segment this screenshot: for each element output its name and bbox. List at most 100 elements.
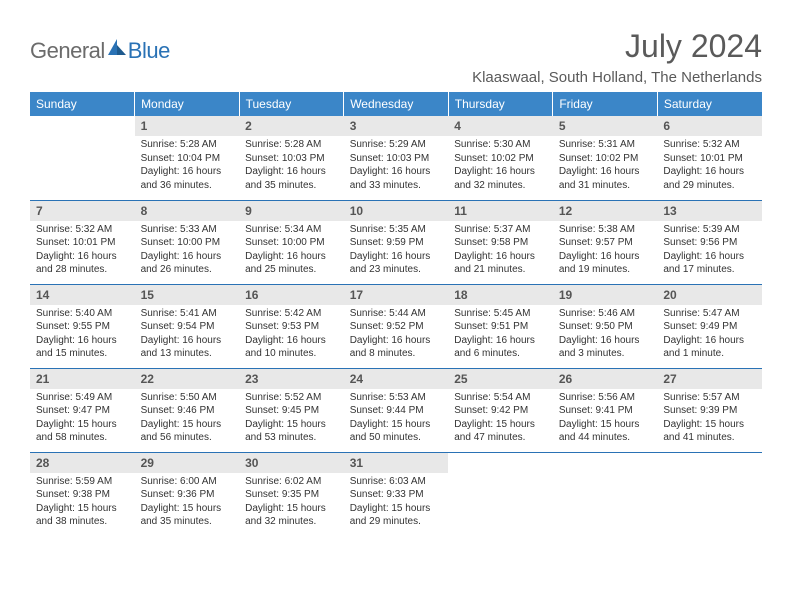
calendar-day-cell: 22Sunrise: 5:50 AMSunset: 9:46 PMDayligh… bbox=[135, 368, 240, 452]
day-details: Sunrise: 5:50 AMSunset: 9:46 PMDaylight:… bbox=[135, 389, 240, 449]
day-details: Sunrise: 5:33 AMSunset: 10:00 PMDaylight… bbox=[135, 221, 240, 281]
day-details: Sunrise: 5:37 AMSunset: 9:58 PMDaylight:… bbox=[448, 221, 553, 281]
day-header: Thursday bbox=[448, 92, 553, 116]
day-header: Tuesday bbox=[239, 92, 344, 116]
calendar-day-cell: 16Sunrise: 5:42 AMSunset: 9:53 PMDayligh… bbox=[239, 284, 344, 368]
day-number: 31 bbox=[344, 453, 449, 473]
day-details: Sunrise: 5:47 AMSunset: 9:49 PMDaylight:… bbox=[657, 305, 762, 365]
day-details: Sunrise: 5:34 AMSunset: 10:00 PMDaylight… bbox=[239, 221, 344, 281]
calendar-day-cell: 18Sunrise: 5:45 AMSunset: 9:51 PMDayligh… bbox=[448, 284, 553, 368]
day-number: 7 bbox=[30, 201, 135, 221]
calendar-day-cell: 10Sunrise: 5:35 AMSunset: 9:59 PMDayligh… bbox=[344, 200, 449, 284]
calendar-day-cell: 27Sunrise: 5:57 AMSunset: 9:39 PMDayligh… bbox=[657, 368, 762, 452]
calendar-week-row: 1Sunrise: 5:28 AMSunset: 10:04 PMDayligh… bbox=[30, 116, 762, 200]
day-details: Sunrise: 5:40 AMSunset: 9:55 PMDaylight:… bbox=[30, 305, 135, 365]
day-header-row: SundayMondayTuesdayWednesdayThursdayFrid… bbox=[30, 92, 762, 116]
day-number: 23 bbox=[239, 369, 344, 389]
day-details: Sunrise: 5:35 AMSunset: 9:59 PMDaylight:… bbox=[344, 221, 449, 281]
calendar-day-cell: 28Sunrise: 5:59 AMSunset: 9:38 PMDayligh… bbox=[30, 452, 135, 536]
logo: General Blue bbox=[30, 38, 170, 64]
day-number: 6 bbox=[657, 116, 762, 136]
day-number: 15 bbox=[135, 285, 240, 305]
day-number: 28 bbox=[30, 453, 135, 473]
day-details: Sunrise: 6:03 AMSunset: 9:33 PMDaylight:… bbox=[344, 473, 449, 533]
day-details: Sunrise: 5:49 AMSunset: 9:47 PMDaylight:… bbox=[30, 389, 135, 449]
day-details: Sunrise: 5:53 AMSunset: 9:44 PMDaylight:… bbox=[344, 389, 449, 449]
calendar-day-cell bbox=[30, 116, 135, 200]
day-details: Sunrise: 5:32 AMSunset: 10:01 PMDaylight… bbox=[30, 221, 135, 281]
day-details: Sunrise: 6:02 AMSunset: 9:35 PMDaylight:… bbox=[239, 473, 344, 533]
day-header: Monday bbox=[135, 92, 240, 116]
day-number: 11 bbox=[448, 201, 553, 221]
calendar-day-cell: 15Sunrise: 5:41 AMSunset: 9:54 PMDayligh… bbox=[135, 284, 240, 368]
day-number: 18 bbox=[448, 285, 553, 305]
day-number: 21 bbox=[30, 369, 135, 389]
day-details: Sunrise: 5:46 AMSunset: 9:50 PMDaylight:… bbox=[553, 305, 658, 365]
day-number: 5 bbox=[553, 116, 658, 136]
day-header: Friday bbox=[553, 92, 658, 116]
calendar-day-cell: 23Sunrise: 5:52 AMSunset: 9:45 PMDayligh… bbox=[239, 368, 344, 452]
calendar-day-cell: 4Sunrise: 5:30 AMSunset: 10:02 PMDayligh… bbox=[448, 116, 553, 200]
day-number: 17 bbox=[344, 285, 449, 305]
header: General Blue July 2024 Klaaswaal, South … bbox=[30, 28, 762, 86]
day-number: 25 bbox=[448, 369, 553, 389]
day-number: 4 bbox=[448, 116, 553, 136]
day-details: Sunrise: 5:54 AMSunset: 9:42 PMDaylight:… bbox=[448, 389, 553, 449]
logo-text-general: General bbox=[30, 38, 105, 64]
day-number: 9 bbox=[239, 201, 344, 221]
day-details: Sunrise: 5:52 AMSunset: 9:45 PMDaylight:… bbox=[239, 389, 344, 449]
day-number: 22 bbox=[135, 369, 240, 389]
day-number: 3 bbox=[344, 116, 449, 136]
calendar-day-cell: 11Sunrise: 5:37 AMSunset: 9:58 PMDayligh… bbox=[448, 200, 553, 284]
day-details: Sunrise: 5:57 AMSunset: 9:39 PMDaylight:… bbox=[657, 389, 762, 449]
day-details: Sunrise: 5:56 AMSunset: 9:41 PMDaylight:… bbox=[553, 389, 658, 449]
calendar-table: SundayMondayTuesdayWednesdayThursdayFrid… bbox=[30, 92, 762, 536]
day-number: 14 bbox=[30, 285, 135, 305]
day-details: Sunrise: 5:32 AMSunset: 10:01 PMDaylight… bbox=[657, 136, 762, 196]
day-details: Sunrise: 5:28 AMSunset: 10:04 PMDaylight… bbox=[135, 136, 240, 196]
calendar-day-cell: 14Sunrise: 5:40 AMSunset: 9:55 PMDayligh… bbox=[30, 284, 135, 368]
calendar-day-cell: 26Sunrise: 5:56 AMSunset: 9:41 PMDayligh… bbox=[553, 368, 658, 452]
calendar-day-cell: 31Sunrise: 6:03 AMSunset: 9:33 PMDayligh… bbox=[344, 452, 449, 536]
calendar-body: 1Sunrise: 5:28 AMSunset: 10:04 PMDayligh… bbox=[30, 116, 762, 536]
day-number: 27 bbox=[657, 369, 762, 389]
day-details: Sunrise: 5:42 AMSunset: 9:53 PMDaylight:… bbox=[239, 305, 344, 365]
day-number: 24 bbox=[344, 369, 449, 389]
day-number: 1 bbox=[135, 116, 240, 136]
calendar-day-cell: 24Sunrise: 5:53 AMSunset: 9:44 PMDayligh… bbox=[344, 368, 449, 452]
calendar-day-cell: 17Sunrise: 5:44 AMSunset: 9:52 PMDayligh… bbox=[344, 284, 449, 368]
day-header: Wednesday bbox=[344, 92, 449, 116]
day-number: 20 bbox=[657, 285, 762, 305]
logo-text-blue: Blue bbox=[128, 38, 170, 64]
calendar-day-cell: 30Sunrise: 6:02 AMSunset: 9:35 PMDayligh… bbox=[239, 452, 344, 536]
day-details: Sunrise: 5:39 AMSunset: 9:56 PMDaylight:… bbox=[657, 221, 762, 281]
day-details: Sunrise: 5:38 AMSunset: 9:57 PMDaylight:… bbox=[553, 221, 658, 281]
calendar-week-row: 21Sunrise: 5:49 AMSunset: 9:47 PMDayligh… bbox=[30, 368, 762, 452]
calendar-day-cell: 25Sunrise: 5:54 AMSunset: 9:42 PMDayligh… bbox=[448, 368, 553, 452]
calendar-day-cell: 9Sunrise: 5:34 AMSunset: 10:00 PMDayligh… bbox=[239, 200, 344, 284]
day-number: 26 bbox=[553, 369, 658, 389]
logo-triangle-icon bbox=[108, 39, 126, 55]
calendar-day-cell bbox=[657, 452, 762, 536]
day-number: 8 bbox=[135, 201, 240, 221]
day-number: 12 bbox=[553, 201, 658, 221]
calendar-day-cell bbox=[448, 452, 553, 536]
day-number: 29 bbox=[135, 453, 240, 473]
calendar-day-cell bbox=[553, 452, 658, 536]
calendar-day-cell: 8Sunrise: 5:33 AMSunset: 10:00 PMDayligh… bbox=[135, 200, 240, 284]
title-block: July 2024 Klaaswaal, South Holland, The … bbox=[472, 28, 762, 86]
day-details: Sunrise: 5:45 AMSunset: 9:51 PMDaylight:… bbox=[448, 305, 553, 365]
calendar-day-cell: 3Sunrise: 5:29 AMSunset: 10:03 PMDayligh… bbox=[344, 116, 449, 200]
calendar-day-cell: 2Sunrise: 5:28 AMSunset: 10:03 PMDayligh… bbox=[239, 116, 344, 200]
calendar-day-cell: 7Sunrise: 5:32 AMSunset: 10:01 PMDayligh… bbox=[30, 200, 135, 284]
calendar-day-cell: 20Sunrise: 5:47 AMSunset: 9:49 PMDayligh… bbox=[657, 284, 762, 368]
day-header: Saturday bbox=[657, 92, 762, 116]
calendar-week-row: 28Sunrise: 5:59 AMSunset: 9:38 PMDayligh… bbox=[30, 452, 762, 536]
day-header: Sunday bbox=[30, 92, 135, 116]
day-details: Sunrise: 5:44 AMSunset: 9:52 PMDaylight:… bbox=[344, 305, 449, 365]
day-number: 13 bbox=[657, 201, 762, 221]
calendar-day-cell: 12Sunrise: 5:38 AMSunset: 9:57 PMDayligh… bbox=[553, 200, 658, 284]
day-details: Sunrise: 5:31 AMSunset: 10:02 PMDaylight… bbox=[553, 136, 658, 196]
day-details: Sunrise: 5:29 AMSunset: 10:03 PMDaylight… bbox=[344, 136, 449, 196]
day-details: Sunrise: 5:30 AMSunset: 10:02 PMDaylight… bbox=[448, 136, 553, 196]
